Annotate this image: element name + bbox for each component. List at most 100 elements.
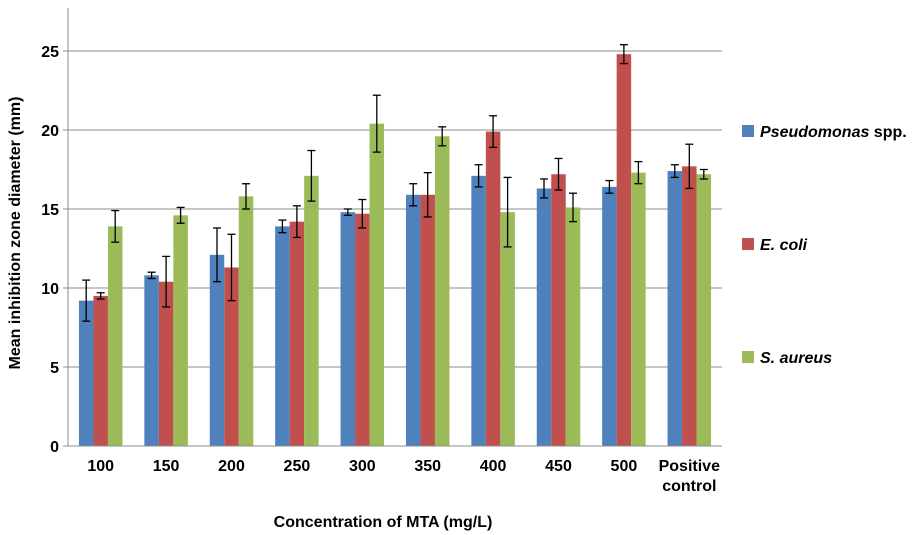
bar <box>405 194 421 446</box>
y-tick-label: 25 <box>41 44 59 61</box>
bar <box>275 226 290 446</box>
error-bar <box>540 178 548 199</box>
error-bar <box>111 209 120 243</box>
x-tick-label: 250 <box>284 458 311 475</box>
legend: Pseudomonas spp. E. coli S. aureus <box>742 124 907 367</box>
axes <box>67 8 722 447</box>
error-bar <box>634 160 643 185</box>
bar <box>631 172 646 446</box>
legend-label-italic: E. coli <box>760 237 808 254</box>
bar <box>420 194 435 446</box>
bar <box>340 212 356 446</box>
bar <box>93 295 108 446</box>
bar <box>602 186 617 446</box>
x-tick-label: 450 <box>545 458 572 475</box>
error-bar <box>162 255 171 308</box>
y-tick-label: 5 <box>50 360 59 377</box>
error-bar <box>699 168 708 180</box>
bar <box>289 221 305 446</box>
y-tick-label: 20 <box>41 123 59 140</box>
error-bar <box>343 208 352 216</box>
x-tick-label: Positive <box>659 458 720 475</box>
legend-label-italic: Pseudomonas <box>760 124 869 141</box>
bar <box>224 267 239 446</box>
error-bar <box>605 179 614 194</box>
error-bar <box>423 172 432 218</box>
error-bar <box>292 205 301 239</box>
error-bar <box>409 183 418 207</box>
legend-swatch <box>742 351 754 363</box>
bar <box>485 131 501 446</box>
error-bar <box>489 115 498 149</box>
x-tick-label: control <box>662 478 716 495</box>
bar <box>173 215 188 446</box>
error-bar <box>227 233 236 302</box>
error-bar <box>670 164 679 179</box>
bar <box>238 196 254 446</box>
bar <box>536 188 552 446</box>
bar <box>667 171 683 446</box>
x-tick-label: 500 <box>611 458 638 475</box>
bar <box>434 136 450 446</box>
error-bar <box>554 157 563 191</box>
y-axis-title: Mean inhibition zone diameter (mm) <box>7 97 24 370</box>
error-bar <box>96 292 105 300</box>
bar <box>107 226 123 446</box>
bar <box>355 213 370 446</box>
legend-swatch <box>742 125 754 137</box>
x-tick-label: 300 <box>349 458 376 475</box>
legend-label: Pseudomonas spp. <box>760 124 907 141</box>
legend-item: S. aureus <box>742 350 832 367</box>
bar <box>304 175 319 446</box>
error-bar <box>372 94 381 153</box>
legend-label: S. aureus <box>760 350 832 367</box>
bar <box>500 212 515 446</box>
bar <box>696 174 712 447</box>
legend-label-rest: spp. <box>869 124 906 141</box>
y-tick-label: 0 <box>50 439 59 456</box>
error-bar <box>503 176 512 248</box>
bar <box>209 254 225 446</box>
x-tick-labels: 100 150 200 250 300 350 400 450 500 Positive contr… <box>87 458 720 495</box>
x-axis-title: Concentration of MTA (mg/L) <box>274 514 493 531</box>
bars <box>78 54 712 447</box>
bar <box>551 174 566 447</box>
bar <box>471 175 486 446</box>
legend-item: Pseudomonas spp. <box>742 124 907 141</box>
y-tick-label: 10 <box>41 281 59 298</box>
error-bar <box>278 219 287 234</box>
bar <box>369 123 385 447</box>
error-bar <box>213 227 221 283</box>
error-bar <box>307 149 316 202</box>
error-bar <box>242 183 250 210</box>
bar <box>682 166 697 446</box>
error-bar <box>358 198 367 229</box>
bar <box>158 281 174 446</box>
error-bar <box>438 126 447 147</box>
error-bars <box>82 44 708 322</box>
x-tick-label: 200 <box>218 458 245 475</box>
legend-label: E. coli <box>760 237 808 254</box>
bar <box>144 275 159 446</box>
error-bar <box>474 164 483 188</box>
error-bar <box>685 143 694 190</box>
y-tick-labels: 0 5 10 15 20 25 <box>41 44 68 456</box>
error-bar <box>82 279 91 322</box>
x-tick-label: 400 <box>480 458 507 475</box>
error-bar <box>619 44 628 65</box>
bar <box>565 207 581 446</box>
error-bar <box>176 206 185 224</box>
legend-item: E. coli <box>742 237 808 254</box>
bar <box>78 300 94 446</box>
legend-swatch <box>742 238 754 250</box>
legend-label-italic: S. aureus <box>760 350 832 367</box>
x-tick-label: 100 <box>87 458 114 475</box>
bar <box>616 54 632 446</box>
error-bar <box>147 271 156 280</box>
x-tick-label: 150 <box>153 458 180 475</box>
x-tick-label: 350 <box>414 458 441 475</box>
y-tick-label: 15 <box>41 202 59 219</box>
error-bar <box>569 192 577 223</box>
